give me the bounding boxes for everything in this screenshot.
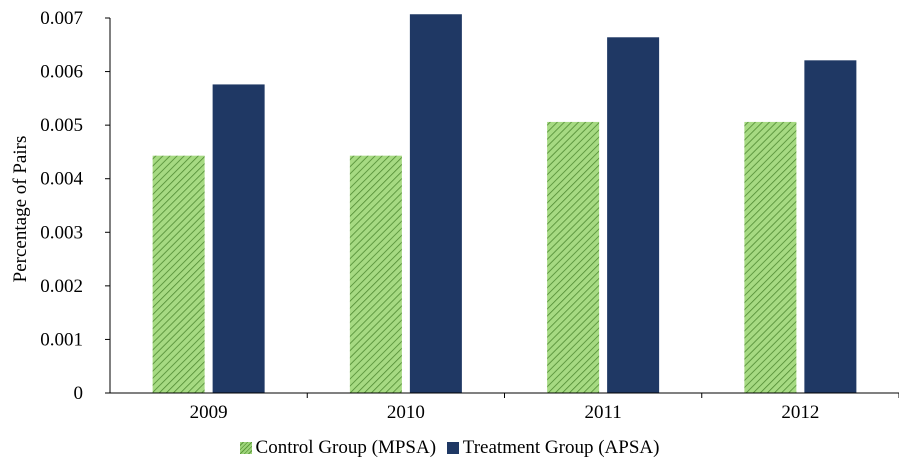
bars bbox=[152, 14, 857, 394]
y-tick-label: 0.005 bbox=[40, 115, 83, 136]
x-tick-label: 2010 bbox=[387, 402, 425, 423]
y-tick-label: 0.003 bbox=[40, 222, 83, 243]
legend-label-control: Control Group (MPSA) bbox=[255, 437, 437, 458]
bar-control-2010 bbox=[349, 155, 402, 393]
y-axis-title: Percentage of Pairs bbox=[10, 136, 31, 283]
bar-treatment-2010 bbox=[409, 14, 462, 393]
legend-swatch-treatment bbox=[446, 442, 459, 454]
bar-control-2012 bbox=[744, 121, 797, 393]
legend: Control Group (MPSA) Treatment Group (AP… bbox=[0, 437, 899, 459]
x-tick-label: 2011 bbox=[584, 402, 621, 423]
bar-control-2011 bbox=[547, 121, 600, 393]
legend-item-control: Control Group (MPSA) bbox=[239, 437, 437, 459]
bar-treatment-2011 bbox=[607, 37, 660, 394]
legend-item-treatment: Treatment Group (APSA) bbox=[446, 437, 660, 459]
legend-swatch-control bbox=[239, 442, 252, 454]
y-axis-ticks: 0 0.001 0.002 0.003 0.004 0.005 0.006 0.007 bbox=[40, 8, 110, 404]
y-tick-label: 0 bbox=[74, 383, 84, 404]
x-tick-label: 2012 bbox=[781, 402, 819, 423]
x-tick-label: 2009 bbox=[190, 402, 228, 423]
legend-label-treatment: Treatment Group (APSA) bbox=[462, 437, 660, 458]
y-tick-label: 0.001 bbox=[40, 329, 83, 350]
bar-treatment-2012 bbox=[804, 60, 857, 393]
y-tick-label: 0.004 bbox=[40, 169, 83, 190]
y-tick-label: 0.006 bbox=[40, 62, 83, 83]
x-axis-ticks: 2009 2010 2011 2012 bbox=[190, 393, 899, 423]
bar-treatment-2009 bbox=[212, 84, 265, 393]
y-tick-label: 0.002 bbox=[40, 276, 83, 297]
y-tick-label: 0.007 bbox=[40, 8, 83, 29]
bar-control-2009 bbox=[152, 155, 205, 393]
